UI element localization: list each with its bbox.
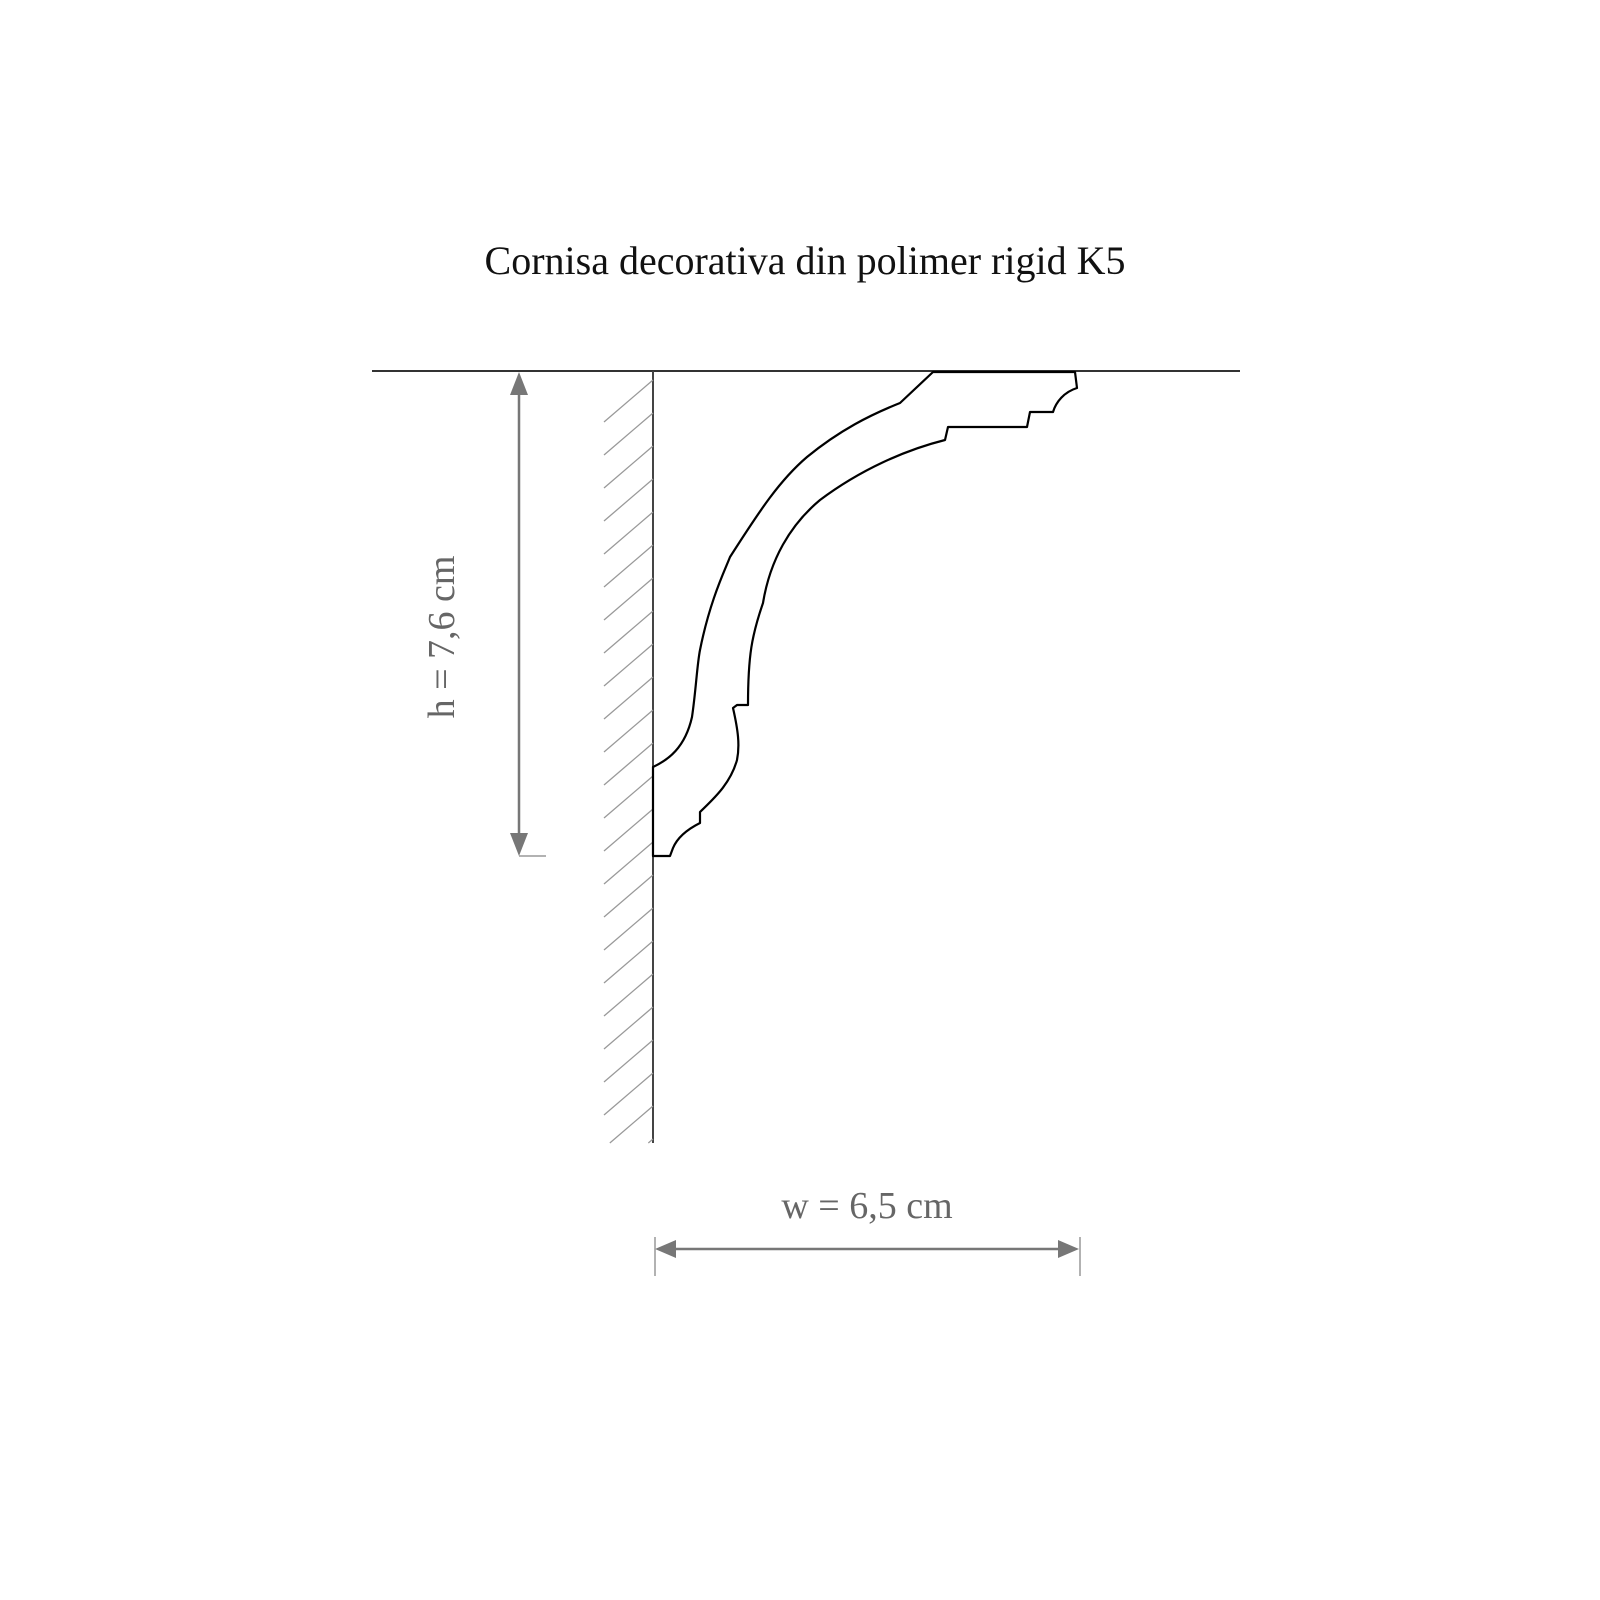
hatch-line xyxy=(603,742,654,786)
hatch-line xyxy=(603,1006,654,1050)
cornice-profile xyxy=(651,370,1079,858)
hatch-line xyxy=(603,940,654,984)
arrow-up-icon xyxy=(510,372,528,395)
hatch-line xyxy=(603,445,654,489)
hatch-line xyxy=(647,1138,654,1144)
hatch-line xyxy=(603,412,654,456)
hatch-line xyxy=(603,709,654,753)
hatch-line xyxy=(603,676,654,720)
hatch-line xyxy=(603,874,654,918)
height-label: h = 7,6 cm xyxy=(421,556,463,719)
hatch-line xyxy=(603,907,654,951)
width-dimension xyxy=(654,1237,1081,1276)
hatch-line xyxy=(603,379,654,423)
hatch-line xyxy=(609,1105,654,1144)
hatch-line xyxy=(603,610,654,654)
arrow-down-icon xyxy=(510,833,528,856)
arrow-left-icon xyxy=(655,1240,676,1258)
hatch-line xyxy=(603,643,654,687)
hatch-line xyxy=(603,973,654,1017)
hatch-line xyxy=(603,478,654,522)
height-dimension xyxy=(510,372,546,857)
hatch-line xyxy=(603,841,654,885)
hatch-line xyxy=(603,1072,654,1116)
hatch-line xyxy=(603,1039,654,1083)
width-label: w = 6,5 cm xyxy=(781,1185,952,1227)
hatch-line xyxy=(603,775,654,819)
arrow-right-icon xyxy=(1058,1240,1079,1258)
hatch-line xyxy=(603,577,654,621)
wall-hatching xyxy=(603,379,654,1144)
hatch-line xyxy=(603,544,654,588)
hatch-line xyxy=(603,511,654,555)
diagram-title: Cornisa decorativa din polimer rigid K5 xyxy=(485,238,1126,283)
hatch-line xyxy=(603,808,654,852)
